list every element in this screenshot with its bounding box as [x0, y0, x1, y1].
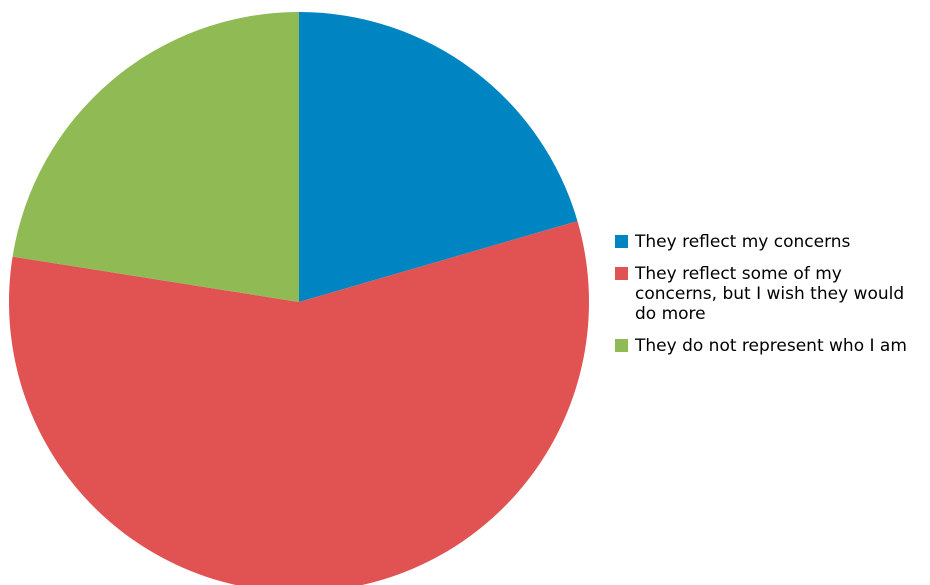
legend-label: They reflect my concerns	[635, 232, 851, 252]
legend-item-2: They reflect some of my concerns, but I …	[615, 264, 925, 324]
legend-label: They do not represent who I am	[635, 336, 907, 356]
legend: They reflect my concerns They reflect som…	[615, 232, 925, 368]
legend-swatch	[615, 339, 628, 352]
pie-plot	[9, 12, 589, 585]
pie-slice-3	[12, 12, 299, 302]
legend-item-3: They do not represent who I am	[615, 336, 925, 356]
legend-label: They reflect some of my concerns, but I …	[635, 264, 905, 324]
pie-slice-2	[9, 221, 589, 585]
pie-slice-1	[299, 12, 578, 302]
legend-swatch	[615, 267, 628, 280]
legend-item-1: They reflect my concerns	[615, 232, 925, 252]
legend-swatch	[615, 235, 628, 248]
